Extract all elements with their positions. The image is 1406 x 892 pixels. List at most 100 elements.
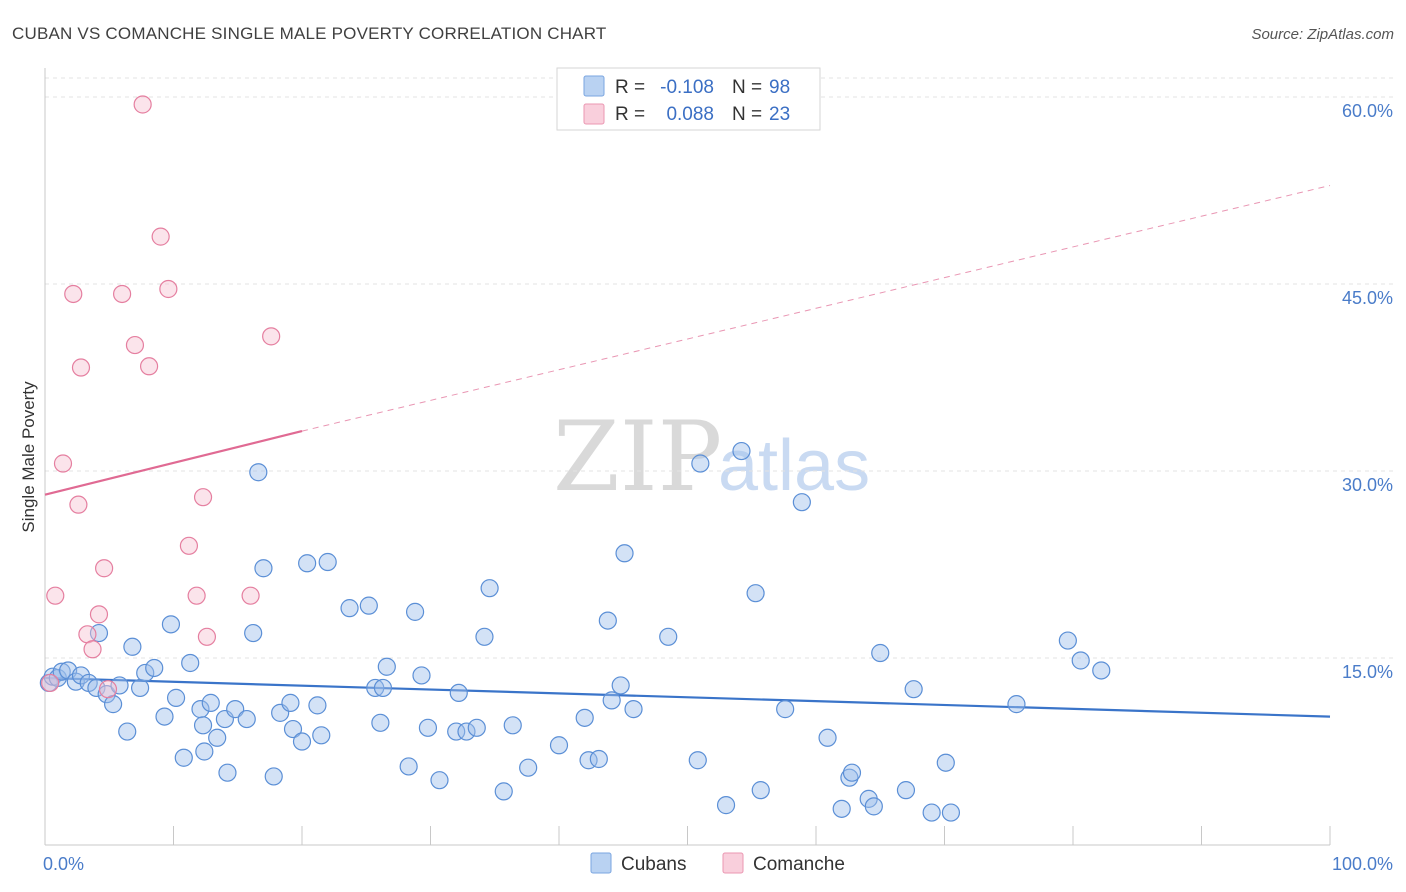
comanche-point-15: [159, 279, 178, 299]
cubans-point-24: [195, 742, 214, 761]
comanche-point-21: [262, 327, 281, 346]
stats-r-value-comanche: 0.088: [666, 104, 714, 125]
x-tick-label-0: 0.0%: [43, 854, 84, 874]
cubans-point-37: [283, 719, 303, 739]
cubans-point-92: [1007, 695, 1026, 714]
cubans-point-58: [480, 579, 499, 598]
cubans-point-57: [475, 627, 494, 646]
cubans-point-54: [449, 683, 468, 703]
comanche-point-0: [46, 586, 65, 605]
cubans-point-60: [503, 716, 522, 735]
cubans-point-47: [377, 657, 396, 676]
x-tick-labels: 0.0% 100.0%: [43, 854, 1393, 874]
stats-r-value-cubans: -0.108: [660, 77, 714, 98]
cubans-point-38: [292, 732, 312, 751]
cubans-point-34: [264, 767, 283, 786]
gridlines: [45, 77, 1394, 659]
cubans-point-65: [589, 749, 608, 769]
y-axis-label: Single Male Poverty: [19, 381, 38, 533]
cubans-point-94: [1071, 651, 1090, 670]
comanche-point-4: [71, 358, 91, 377]
cubans-point-73: [691, 454, 710, 473]
cubans-point-69: [615, 544, 634, 563]
cubans-point-71: [659, 627, 678, 646]
cubans-point-17: [145, 658, 164, 678]
stats-n-value-comanche: 23: [769, 104, 790, 125]
comanche-point-3: [69, 495, 88, 514]
data-points: [39, 95, 1111, 822]
comanche-trend-line: [44, 430, 303, 496]
comanche-point-19: [197, 627, 217, 646]
cubans-point-81: [832, 799, 851, 818]
cubans-point-16: [136, 663, 155, 683]
cubans-point-72: [688, 751, 707, 770]
cubans-point-39: [298, 554, 317, 573]
cubans-point-95: [1092, 661, 1111, 680]
cubans-point-45: [366, 678, 385, 698]
cubans-point-51: [418, 718, 438, 737]
stats-n-value-cubans: 98: [769, 77, 790, 98]
comanche-point-8: [95, 559, 114, 578]
cubans-point-33: [254, 559, 273, 578]
watermark-atlas: atlas: [718, 426, 870, 506]
cubans-point-12: [110, 676, 129, 695]
stats-legend: R = -0.108 N = 98 R = 0.088 N = 23: [556, 67, 821, 131]
cubans-point-80: [818, 728, 837, 747]
cubans-point-93: [1058, 631, 1077, 650]
legend-swatch-cubans: [590, 852, 612, 874]
cubans-point-13: [118, 722, 137, 741]
cubans-point-50: [412, 666, 431, 685]
cubans-point-55: [457, 722, 476, 741]
cubans-point-97: [193, 716, 213, 735]
comanche-point-11: [125, 335, 145, 355]
cubans-point-42: [318, 552, 337, 572]
comanche-point-17: [187, 586, 206, 605]
cubans-point-79: [792, 493, 811, 512]
cubans-point-88: [904, 680, 923, 699]
cubans-point-48: [399, 757, 418, 776]
cubans-point-78: [776, 700, 795, 719]
stats-legend-swatch-cubans: [583, 75, 605, 97]
cubans-point-40: [308, 696, 327, 715]
legend-label-cubans: Cubans: [621, 854, 687, 875]
cubans-point-90: [936, 753, 955, 772]
cubans-point-43: [340, 599, 359, 618]
cubans-point-75: [732, 441, 751, 461]
cubans-point-96: [373, 678, 393, 698]
cubans-point-83: [842, 763, 862, 782]
cubans-point-21: [174, 748, 193, 767]
stats-legend-swatch-comanche: [583, 103, 605, 125]
series-legend: Cubans Comanche: [590, 852, 845, 875]
cubans-point-22: [181, 653, 200, 673]
cubans-point-19: [161, 615, 181, 634]
cubans-point-9: [89, 623, 109, 643]
cubans-point-26: [208, 728, 227, 747]
y-tick-label-1: 30.0%: [1342, 475, 1393, 495]
cubans-point-91: [941, 803, 961, 822]
comanche-point-12: [133, 95, 152, 114]
comanche-point-14: [151, 227, 170, 246]
cubans-point-41: [312, 726, 331, 745]
cubans-point-89: [922, 803, 941, 822]
cubans-point-77: [751, 781, 770, 800]
legend-swatch-comanche: [722, 852, 744, 874]
comanche-trend-extension: [301, 185, 1331, 432]
axes: [44, 68, 1331, 846]
cubans-point-25: [201, 693, 220, 712]
stats-r-label-cubans: R =: [615, 77, 645, 98]
cubans-point-66: [598, 611, 617, 630]
stats-n-label-cubans: N =: [732, 77, 762, 98]
comanche-point-2: [64, 284, 83, 304]
cubans-point-3: [52, 662, 71, 681]
cubans-point-85: [864, 797, 883, 816]
comanche-point-22: [41, 673, 60, 693]
trend-lines: [44, 185, 1331, 718]
cubans-point-86: [871, 643, 890, 663]
comanche-point-10: [112, 284, 132, 304]
cubans-point-70: [624, 700, 643, 719]
cubans-point-49: [405, 602, 425, 621]
stats-n-label-comanche: N =: [732, 104, 762, 125]
cubans-point-14: [123, 637, 142, 656]
cubans-point-74: [716, 796, 736, 815]
cubans-point-62: [549, 736, 569, 755]
